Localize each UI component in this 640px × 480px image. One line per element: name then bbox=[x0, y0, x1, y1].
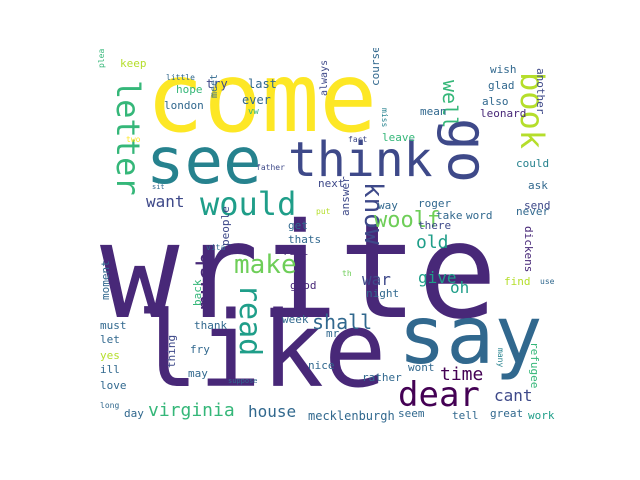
word-use: use bbox=[540, 277, 555, 286]
word-moment: moment bbox=[99, 260, 112, 300]
word-like: like bbox=[136, 289, 387, 411]
word-could: could bbox=[516, 157, 550, 170]
word-night: night bbox=[366, 287, 400, 300]
word-two: two bbox=[126, 135, 141, 144]
word-house: house bbox=[248, 402, 297, 421]
word-war: war bbox=[362, 270, 391, 289]
word-dickens: dickens bbox=[522, 226, 535, 273]
word-virginia: virginia bbox=[148, 400, 235, 421]
word-give: give bbox=[418, 268, 457, 287]
word-glad: glad bbox=[488, 79, 515, 92]
word-father: father bbox=[256, 163, 285, 172]
word-long: long bbox=[100, 401, 120, 410]
word-nice: nice bbox=[308, 359, 335, 372]
word-next: next bbox=[318, 177, 345, 190]
word-feel: feel bbox=[282, 245, 309, 258]
word-would: would bbox=[200, 185, 297, 223]
word-please: please bbox=[97, 48, 106, 68]
word-ask: ask bbox=[528, 179, 548, 192]
word-there: there bbox=[418, 219, 452, 232]
word-great: great bbox=[490, 407, 524, 420]
word-fact: fact bbox=[348, 135, 368, 144]
word-come: come bbox=[146, 48, 378, 154]
word-day: day bbox=[124, 407, 144, 420]
word-mecklenburgh: mecklenburgh bbox=[308, 409, 395, 423]
word-leave: leave bbox=[382, 131, 416, 144]
word-work: work bbox=[528, 409, 555, 422]
word-wont: wont bbox=[408, 361, 435, 374]
word-mean: mean bbox=[420, 105, 447, 118]
word-hope: hope bbox=[176, 83, 203, 96]
word-send: send bbox=[524, 199, 551, 212]
word-thing: thing bbox=[165, 334, 178, 368]
word-woolf: woolf bbox=[374, 208, 441, 233]
word-rather: rather bbox=[362, 371, 402, 384]
word-thats: thats bbox=[288, 233, 322, 246]
word-little: little bbox=[166, 73, 195, 82]
word-let: let bbox=[100, 333, 120, 346]
word-london: london bbox=[164, 99, 204, 112]
word-thank: thank bbox=[194, 319, 228, 332]
word-another: another bbox=[534, 68, 547, 115]
word-back: back bbox=[191, 279, 204, 307]
word-never: never bbox=[516, 205, 550, 218]
word-love: love bbox=[100, 379, 127, 392]
word-ill: ill bbox=[100, 363, 120, 376]
word-dear: dear bbox=[398, 375, 480, 415]
word-cloud: write come like say see go think letter … bbox=[96, 48, 562, 428]
word-get: get bbox=[288, 219, 308, 232]
word-th: th bbox=[342, 269, 352, 278]
word-say: say bbox=[398, 289, 543, 382]
word-read: read bbox=[232, 284, 267, 357]
word-see: see bbox=[146, 125, 262, 199]
word-meet: meet bbox=[209, 73, 220, 98]
word-old: old bbox=[416, 232, 449, 253]
word-try: try bbox=[206, 77, 228, 91]
word-always: always bbox=[319, 59, 330, 96]
word-many: many bbox=[496, 348, 505, 368]
word-good: good bbox=[290, 279, 317, 292]
word-also: also bbox=[482, 95, 509, 108]
word-may: may bbox=[188, 367, 208, 380]
word-mr: mr bbox=[326, 327, 340, 340]
word-sit: sit bbox=[152, 183, 165, 191]
word-yes: yes bbox=[100, 349, 120, 362]
word-must: must bbox=[100, 319, 127, 332]
word-miss: miss bbox=[380, 108, 389, 128]
word-cant: cant bbox=[494, 386, 533, 405]
word-course: course bbox=[369, 48, 382, 86]
word-find: find bbox=[504, 275, 531, 288]
word-seem: seem bbox=[398, 407, 425, 420]
word-last: last bbox=[248, 77, 277, 91]
word-make: make bbox=[234, 250, 297, 280]
word-think: think bbox=[288, 132, 433, 188]
word-leonard: leonard bbox=[480, 107, 527, 120]
word-fry: fry bbox=[190, 343, 210, 356]
word-vita: vita bbox=[206, 243, 226, 252]
word-time: time bbox=[440, 364, 484, 385]
word-keep: keep bbox=[120, 57, 147, 70]
word-shall: shall bbox=[312, 310, 373, 334]
word-way: way bbox=[378, 199, 398, 212]
word-oh: oh bbox=[450, 278, 470, 297]
word-refugee: refugee bbox=[528, 342, 541, 389]
word-word: word bbox=[466, 209, 493, 222]
word-vw: vw bbox=[248, 107, 259, 117]
word-week: week bbox=[282, 313, 309, 326]
word-take: take bbox=[436, 209, 463, 222]
word-answer: answer bbox=[339, 176, 352, 216]
word-wish: wish bbox=[490, 63, 517, 76]
word-write: write bbox=[100, 195, 498, 349]
word-roger: roger bbox=[418, 197, 452, 210]
word-want: want bbox=[146, 192, 185, 211]
word-people: people bbox=[219, 206, 232, 246]
word-put: put bbox=[316, 207, 331, 216]
word-ever: ever bbox=[242, 93, 271, 107]
word-suppose: suppose bbox=[228, 377, 258, 385]
word-tell: tell bbox=[452, 409, 479, 422]
